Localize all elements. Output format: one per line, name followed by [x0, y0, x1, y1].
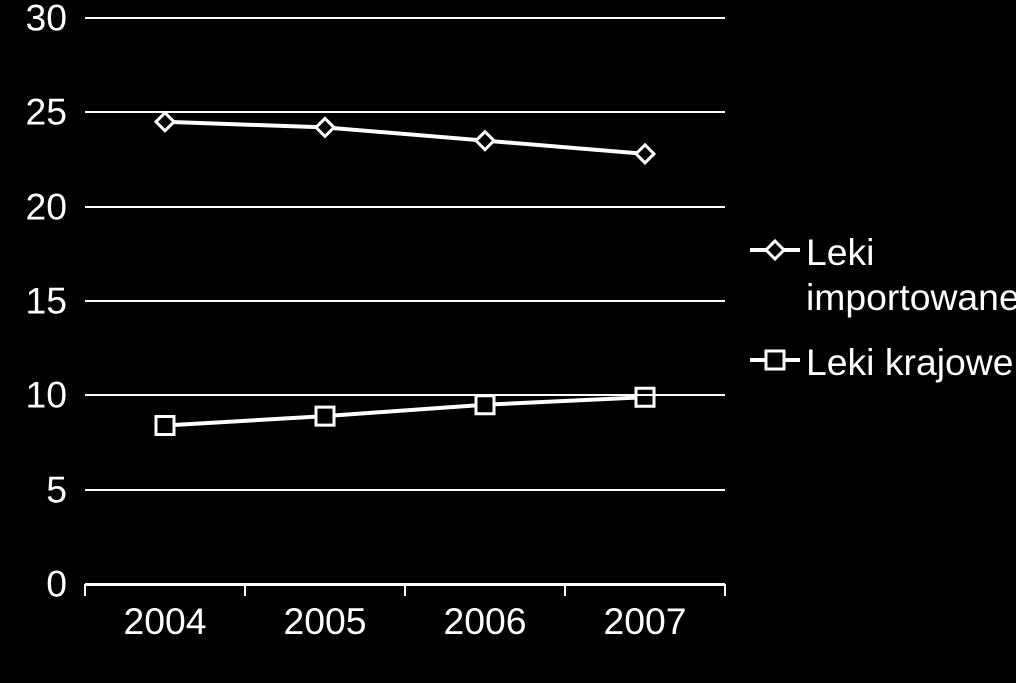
x-axis-tick-mark	[724, 584, 726, 596]
y-axis-tick-label: 20	[0, 185, 67, 228]
x-axis-tick-label: 2005	[283, 600, 366, 643]
x-axis-tick-mark	[84, 584, 86, 596]
series-marker	[476, 396, 494, 414]
x-axis-tick-mark	[244, 584, 246, 596]
y-axis-tick-label: 25	[0, 91, 67, 134]
y-axis-tick-label: 15	[0, 280, 67, 323]
series-line	[165, 397, 645, 425]
series-marker	[156, 113, 174, 131]
series-marker	[636, 388, 654, 406]
gridline	[85, 394, 725, 396]
y-axis-tick-label: 0	[0, 563, 67, 606]
series-line	[165, 122, 645, 154]
gridline	[85, 111, 725, 113]
x-axis-tick-mark	[404, 584, 406, 596]
gridline	[85, 489, 725, 491]
legend-marker	[750, 240, 800, 260]
series-marker	[316, 118, 334, 136]
y-axis-tick-label: 10	[0, 374, 67, 417]
legend-marker	[750, 350, 800, 370]
x-axis-tick-label: 2006	[443, 600, 526, 643]
series-marker	[476, 132, 494, 150]
legend-label: Leki krajowe	[806, 340, 1013, 385]
x-axis-tick-mark	[564, 584, 566, 596]
gridline	[85, 300, 725, 302]
legend-entry: Lekiimportowane	[750, 230, 1016, 320]
legend-entry: Leki krajowe	[750, 340, 1016, 385]
gridline	[85, 206, 725, 208]
series-marker	[156, 417, 174, 435]
line-chart: Lekiimportowane Leki krajowe 0 5 10 15 20 25 30…	[0, 0, 1016, 683]
gridline	[85, 17, 725, 19]
series-marker	[316, 407, 334, 425]
legend: Lekiimportowane Leki krajowe	[750, 230, 1016, 404]
x-axis-tick-label: 2007	[603, 600, 686, 643]
series-marker	[636, 145, 654, 163]
legend-label: Lekiimportowane	[806, 230, 1016, 320]
y-axis-tick-label: 30	[0, 0, 67, 40]
x-axis-tick-label: 2004	[123, 600, 206, 643]
y-axis-tick-label: 5	[0, 468, 67, 511]
